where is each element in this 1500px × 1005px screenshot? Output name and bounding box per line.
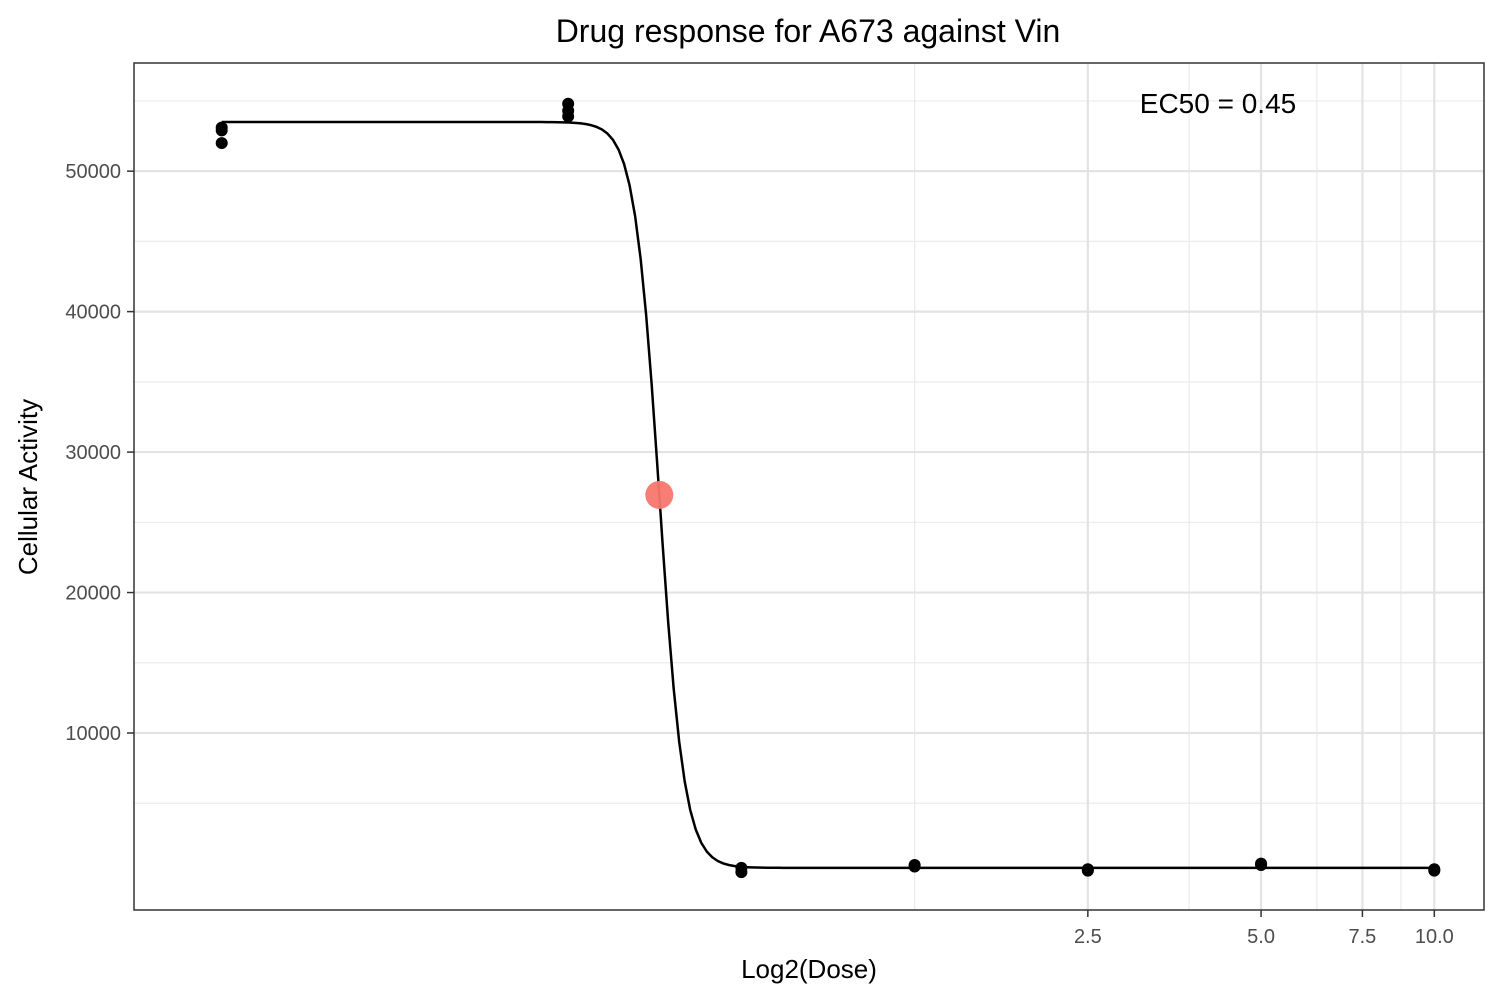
data-point (562, 110, 575, 123)
x-tick-label: 7.5 (1349, 926, 1377, 948)
x-tick-label: 2.5 (1074, 926, 1102, 948)
data-point (1428, 863, 1441, 876)
minor-gridlines (134, 63, 1484, 910)
plot-border (133, 62, 1485, 911)
y-tick-label: 40000 (65, 302, 121, 324)
data-point (215, 121, 228, 134)
chart-title: Drug response for A673 against Vin (556, 13, 1061, 49)
data-point (735, 861, 748, 874)
fit-curve-line (221, 120, 1435, 870)
data-point (1081, 863, 1094, 876)
data-point (215, 137, 228, 150)
plot-background (134, 63, 1484, 910)
ec50-annotation: EC50 = 0.45 (1140, 88, 1296, 119)
major-gridlines (134, 63, 1484, 910)
x-tick-label: 5.0 (1247, 926, 1275, 948)
fit-curve-layer (221, 120, 1435, 870)
x-axis-title: Log2(Dose) (741, 954, 877, 984)
y-tick-label: 20000 (65, 583, 121, 605)
ec50-marker (645, 480, 674, 509)
y-tick-label: 30000 (65, 442, 121, 464)
data-points-layer (215, 97, 1441, 879)
x-axis-ticks: 2.5 5.0 7.5 10.0 (1074, 910, 1454, 948)
y-axis-title: Cellular Activity (13, 399, 43, 575)
x-tick-label: 10.0 (1415, 926, 1454, 948)
y-tick-label: 10000 (65, 723, 121, 745)
y-axis-ticks: 10000 20000 30000 40000 50000 (65, 161, 134, 745)
y-tick-label: 50000 (65, 161, 121, 183)
data-point (908, 860, 921, 873)
data-point (1255, 859, 1268, 872)
ec50-layer (645, 480, 674, 509)
